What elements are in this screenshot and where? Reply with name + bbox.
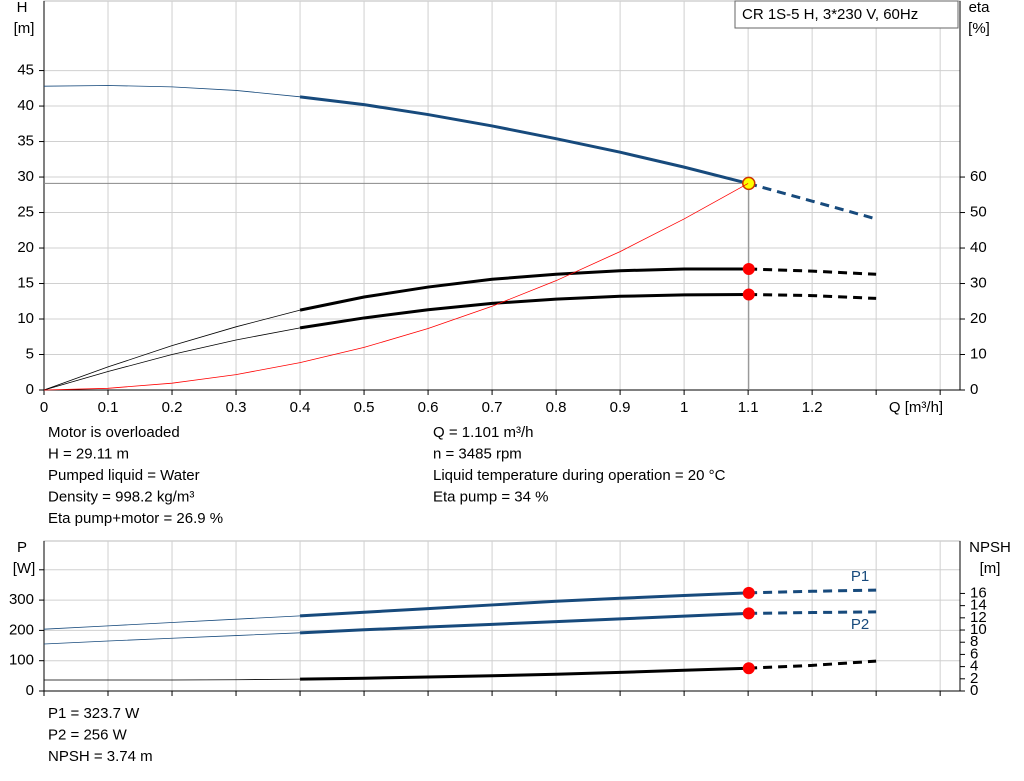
y2-tick-label: 0: [970, 682, 978, 699]
y-tick-label: 15: [17, 274, 34, 291]
curve-thin: [43, 327, 301, 391]
info-text: Density = 998.2 kg/m³: [48, 488, 194, 505]
y-tick-label: 25: [17, 204, 34, 221]
curve-dashed: [748, 659, 877, 670]
curve-duty: [299, 267, 749, 312]
operating-point: [742, 288, 755, 301]
x-tick-label: 0.6: [418, 399, 439, 416]
y-tick-label: 45: [17, 62, 34, 79]
y-tick-label: 0: [26, 682, 34, 699]
operating-point: [742, 586, 755, 599]
y2-axis-unit: [m]: [980, 560, 1001, 577]
curve-thin: [43, 615, 301, 630]
y2-tick-label: 10: [970, 621, 987, 638]
y-tick-label: 0: [26, 381, 34, 398]
x-tick-label: 0.4: [290, 399, 311, 416]
y-tick-label: 40: [17, 97, 34, 114]
chart-title: CR 1S-5 H, 3*230 V, 60Hz: [742, 6, 918, 23]
curve-thin: [43, 85, 301, 98]
curve-dashed: [748, 610, 877, 615]
curve-thin: [43, 309, 301, 391]
y-tick-label: 30: [17, 168, 34, 185]
x-tick-label: 0.7: [482, 399, 503, 416]
info-text: P2 = 256 W: [48, 726, 128, 743]
series-label: P2: [851, 616, 869, 633]
y-tick-label: 20: [17, 239, 34, 256]
y2-tick-label: 60: [970, 168, 987, 185]
info-text: Liquid temperature during operation = 20…: [433, 467, 726, 484]
curve-thin: [44, 678, 301, 681]
y-tick-label: 35: [17, 133, 34, 150]
y-axis-label: P: [17, 539, 27, 556]
info-text: Q = 1.101 m³/h: [433, 424, 533, 441]
y2-axis-label: eta: [969, 0, 991, 16]
x-tick-label: 0.5: [354, 399, 375, 416]
info-text: Eta pump+motor = 26.9 %: [48, 510, 223, 527]
x-tick-label: 0.1: [98, 399, 119, 416]
curve-dashed: [748, 293, 877, 300]
operating-point: [742, 176, 756, 191]
x-tick-label: 0.9: [610, 399, 631, 416]
operating-point: [742, 262, 755, 275]
title-box: [734, 0, 959, 29]
y-tick-label: 100: [9, 652, 34, 669]
y-axis-unit: [m]: [14, 20, 35, 37]
y2-tick-label: 12: [970, 609, 987, 626]
curve-duty: [299, 293, 749, 330]
y-axis-label: H: [17, 0, 28, 16]
curve-duty: [299, 591, 749, 618]
y2-tick-label: 16: [970, 584, 987, 601]
y2-tick-label: 6: [970, 645, 978, 662]
curve-dashed: [748, 267, 877, 276]
x-tick-label: 0.3: [226, 399, 247, 416]
y2-tick-label: 8: [970, 633, 978, 650]
y2-axis-unit: [%]: [968, 20, 990, 37]
y2-tick-label: 14: [970, 597, 987, 614]
curve-dashed: [748, 588, 877, 595]
series-label: P1: [851, 568, 869, 585]
y-tick-label: 200: [9, 621, 34, 638]
curve-duty: [299, 611, 749, 635]
y-axis-unit: [W]: [13, 560, 36, 577]
info-text: Pumped liquid = Water: [48, 467, 200, 484]
y-tick-label: 10: [17, 310, 34, 327]
info-text: H = 29.11 m: [48, 445, 129, 462]
system-curve: [43, 183, 749, 391]
info-text: Eta pump = 34 %: [433, 488, 549, 505]
y2-tick-label: 40: [970, 239, 987, 256]
y2-axis-label: NPSH: [969, 539, 1011, 556]
y-tick-label: 300: [9, 591, 34, 608]
y2-tick-label: 10: [970, 345, 987, 362]
x-tick-label: 0.8: [546, 399, 567, 416]
x-tick-label: 1.1: [738, 399, 759, 416]
info-text: P1 = 323.7 W: [48, 705, 140, 722]
y2-tick-label: 50: [970, 204, 987, 221]
info-text: n = 3485 rpm: [433, 445, 522, 462]
curve-duty: [300, 666, 749, 681]
info-text: NPSH = 3.74 m: [48, 748, 153, 765]
y2-tick-label: 4: [970, 658, 978, 675]
curve-thin: [43, 632, 301, 645]
y2-tick-label: 30: [970, 274, 987, 291]
x-tick-label: 0.2: [162, 399, 183, 416]
y2-tick-label: 20: [970, 310, 987, 327]
operating-point: [742, 607, 755, 620]
operating-point: [742, 662, 755, 675]
x-tick-label: 1: [680, 399, 688, 416]
x-tick-label: 1.2: [802, 399, 823, 416]
info-text: Motor is overloaded: [48, 424, 180, 441]
y2-tick-label: 0: [970, 381, 978, 398]
y-tick-label: 5: [26, 345, 34, 362]
y2-tick-label: 2: [970, 670, 978, 687]
curve-duty: [299, 95, 749, 185]
x-axis-label: Q [m³/h]: [889, 399, 943, 416]
curve-dashed: [747, 181, 877, 221]
x-tick-label: 0: [40, 399, 48, 416]
